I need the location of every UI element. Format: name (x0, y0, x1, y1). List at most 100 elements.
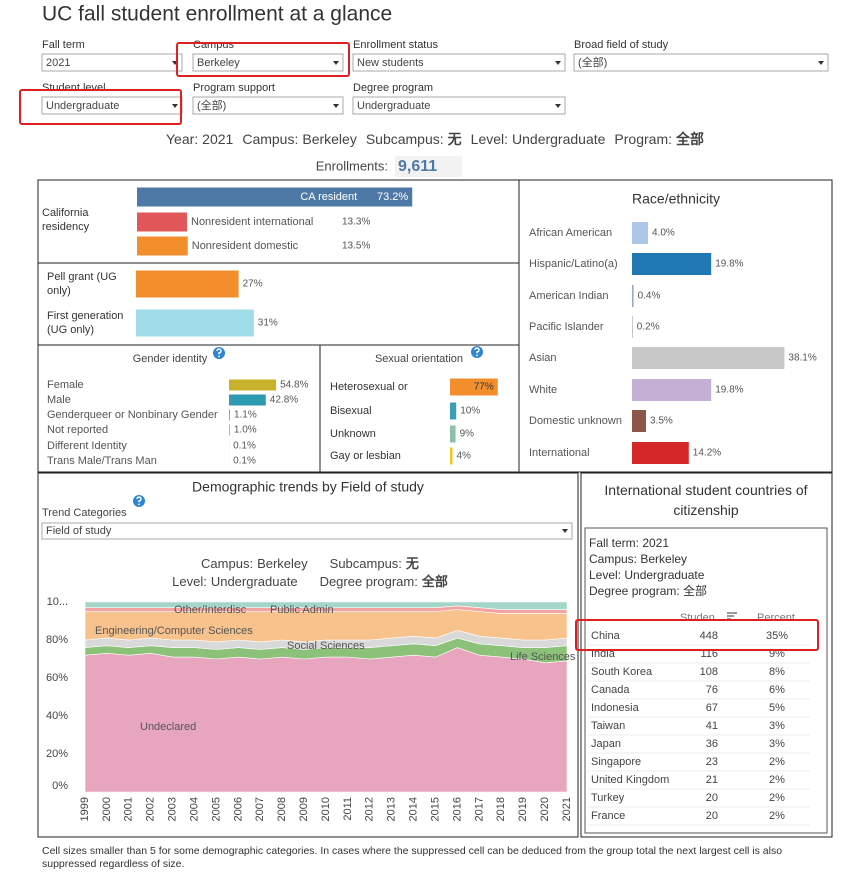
bar-category: Pacific Islander (529, 321, 604, 333)
country-name: United Kingdom (591, 774, 669, 786)
student-count: 23 (706, 756, 718, 768)
bar (137, 212, 188, 232)
column-header: Studen... (680, 612, 724, 624)
bar (136, 270, 239, 298)
value-label: 19.8% (715, 259, 743, 270)
dropdown-value: 2021 (46, 57, 70, 69)
bar (632, 253, 712, 275)
dropdown-value: Berkeley (197, 57, 240, 69)
subtitle-label: Degree program: (320, 574, 418, 589)
area-layer (84, 601, 568, 610)
country-name: Singapore (591, 756, 641, 768)
dropdown[interactable] (192, 96, 344, 115)
x-tick-label: 2010 (320, 797, 332, 821)
bar-category: First generation (UG only) (47, 310, 124, 336)
dropdown-arrow (333, 104, 339, 108)
bar (229, 379, 277, 391)
percent: 2% (769, 774, 785, 786)
x-tick-label: 2006 (232, 797, 244, 821)
x-tick-label: 2014 (408, 797, 420, 821)
bar-category: Trans Male/Trans Man (47, 455, 157, 467)
y-tick-label: 80% (46, 634, 68, 646)
value-label: 1.1% (234, 410, 257, 421)
value-label: 38.1% (788, 353, 816, 364)
filter-label: Program support (193, 82, 275, 94)
x-tick-label: 2020 (539, 797, 551, 821)
filter-label: Fall term (42, 39, 85, 51)
x-tick-label: 2012 (364, 797, 376, 821)
panels (37, 179, 833, 838)
dropdown[interactable] (352, 96, 566, 115)
dropdown[interactable] (573, 53, 829, 72)
y-tick-label: 60% (46, 672, 68, 684)
bar (632, 285, 634, 307)
subtitle-label: Subcampus: (330, 556, 402, 571)
series-label: Undeclared (140, 721, 196, 733)
dropdown-arrow (555, 104, 561, 108)
bar (450, 402, 457, 420)
series-label: Life Sciences (510, 651, 576, 663)
bar (229, 394, 266, 406)
bar (136, 309, 254, 337)
bar-category: Not reported (47, 424, 108, 436)
dropdown-value: Field of study (46, 525, 112, 537)
student-count: 36 (706, 738, 718, 750)
value-label: 13.5% (342, 241, 370, 252)
bar-category: Bisexual (330, 405, 372, 417)
chart-subtitle: Level: Undergraduate Degree program: 全部 (172, 574, 448, 589)
footnote: Cell sizes smaller than 5 for some demog… (42, 845, 783, 870)
value-label: 73.2% (377, 191, 408, 203)
country-name: Canada (591, 684, 630, 696)
dropdown[interactable] (192, 53, 344, 72)
dropdown-arrow (562, 529, 568, 533)
dropdown-arrow (555, 61, 561, 65)
subtitle-value: 无 (405, 556, 419, 571)
series-label: Other/Interdisc (174, 604, 247, 616)
dropdown-arrow (333, 61, 339, 65)
bar-category: Female (47, 379, 84, 391)
x-tick-label: 2021 (561, 797, 573, 821)
column-header: Percent (757, 612, 795, 624)
x-tick-label: 2009 (298, 797, 310, 821)
value-label: 4% (456, 451, 471, 462)
bar-category: African American (529, 227, 612, 239)
value-label: 0.2% (637, 322, 660, 333)
x-tick-label: 2018 (495, 797, 507, 821)
info-line: Campus: Berkeley (589, 552, 687, 566)
subtitle-value: Berkeley (257, 556, 308, 571)
series-label: Public Admin (270, 604, 334, 616)
dropdown-arrow (172, 104, 178, 108)
highlight-boxes (19, 42, 819, 651)
kpi-background (395, 156, 462, 177)
value-label: 9% (460, 429, 475, 440)
summary-value: 无 (447, 131, 462, 147)
percent: 35% (766, 630, 788, 642)
charts: UC fall student enrollment at a glance Fa… (41, 3, 829, 826)
country-name: France (591, 810, 625, 822)
bar-category: CA resident (300, 191, 357, 203)
percent: 2% (769, 810, 785, 822)
dropdown-value: Undergraduate (46, 100, 119, 112)
kpi-label: Enrollments: (316, 158, 388, 173)
help-icons (133, 346, 483, 507)
value-label: 27% (243, 279, 263, 290)
dropdown[interactable] (41, 522, 573, 540)
chart-subtitle: Campus: Berkeley Subcampus: 无 (201, 556, 419, 571)
country-name: Indonesia (591, 702, 640, 714)
bar-category: Nonresident international (191, 216, 313, 228)
bar (450, 447, 453, 465)
filter-label: Broad field of study (574, 39, 669, 51)
chart-title: Race/ethnicity (632, 191, 720, 207)
value-label: 19.8% (715, 385, 743, 396)
info-line: Fall term: 2021 (589, 536, 669, 550)
dropdown[interactable] (352, 53, 566, 72)
value-label: 13.3% (342, 217, 370, 228)
dropdown[interactable] (41, 53, 183, 72)
student-count: 20 (706, 810, 718, 822)
country-name: South Korea (591, 666, 653, 678)
summary-value: 全部 (675, 131, 704, 147)
x-tick-label: 2007 (254, 797, 266, 821)
value-label: 0.4% (638, 291, 661, 302)
bar (450, 425, 456, 443)
